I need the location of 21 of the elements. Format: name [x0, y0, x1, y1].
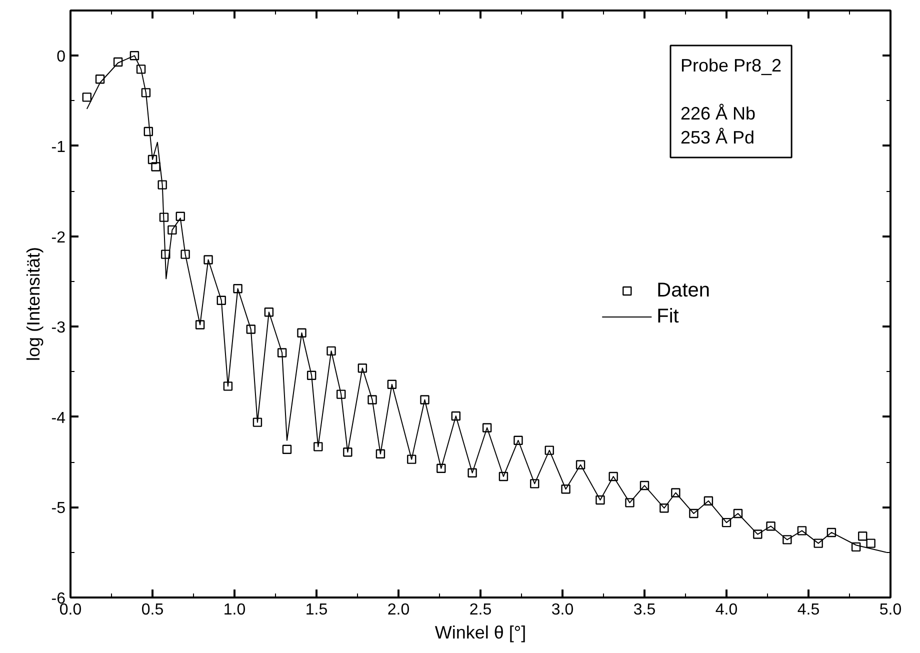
y-tick-label: -5 — [51, 500, 66, 518]
y-tick-label: 0 — [56, 48, 66, 66]
x-axis-title: Winkel θ [°] — [434, 622, 526, 642]
legend-label: Daten — [656, 279, 710, 302]
y-tick-label: -2 — [51, 229, 66, 246]
y-axis-title: log (Intensität) — [23, 246, 44, 362]
x-tick-label: 2.5 — [469, 602, 492, 618]
x-tick-label: 5.0 — [879, 602, 902, 618]
x-tick-label: 4.5 — [797, 602, 820, 618]
legend-label: Fit — [656, 305, 679, 328]
text: Probe Pr8_2 226 Å Nb 253 Å Pd — [680, 56, 782, 148]
y-tick-label: -3 — [51, 320, 66, 337]
y-tick-label: -1 — [51, 138, 66, 156]
x-tick-label: 3.0 — [551, 602, 574, 618]
y-tick-label: -4 — [51, 410, 66, 427]
x-tick-label: 3.5 — [633, 602, 656, 618]
x-tick-label: 1.5 — [305, 602, 328, 618]
x-tick-label: 0.5 — [141, 602, 164, 618]
x-tick-label: 1.0 — [223, 602, 246, 618]
x-tick-label: 4.0 — [715, 602, 738, 618]
x-tick-label: 2.0 — [387, 602, 410, 618]
